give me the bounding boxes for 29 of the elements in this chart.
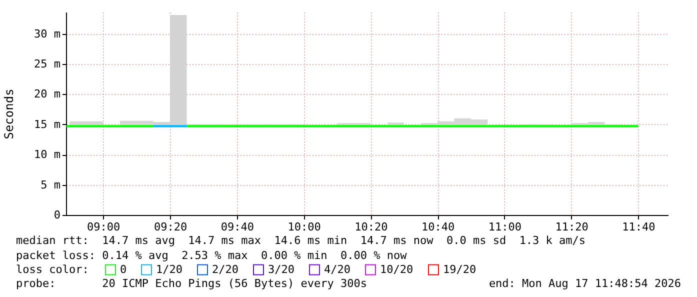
legend-label: 2/20 <box>212 262 238 276</box>
legend-label: 0 <box>120 262 127 276</box>
y-tick-label: 20 m <box>34 88 61 101</box>
legend-label: 19/20 <box>443 262 476 276</box>
x-tick-label: 09:20 <box>154 220 188 234</box>
x-tick-label: 11:40 <box>622 220 656 234</box>
legend-label: 10/20 <box>380 262 414 276</box>
y-axis-title: Seconds <box>2 88 16 140</box>
y-tick-label: 0 <box>54 208 60 222</box>
text: packet loss: 0.14 % avg 2.53 % max 0.00 % min 0.00 % now <box>16 249 408 262</box>
legend-title: loss color: <box>16 263 89 276</box>
legend-label: 4/20 <box>324 262 350 276</box>
y-tick-label: 5 m <box>40 178 61 192</box>
text: median rtt: 14.7 ms avg 14.7 ms max 14.6 ms min 14.7 ms now 0.0 ms sd 1.3 k am/s <box>16 234 586 247</box>
legend-label: 3/20 <box>268 262 294 276</box>
x-tick-label: 09:00 <box>87 220 120 234</box>
legend-label: 1/20 <box>156 262 182 276</box>
x-tick-label: 10:40 <box>422 220 455 234</box>
text: probe: 20 ICMP Echo Pings (56 Bytes) every 300s <box>16 277 367 290</box>
x-tick-label: 09:40 <box>220 220 254 234</box>
x-tick-label: 10:00 <box>288 220 321 234</box>
x-tick-label: 10:20 <box>354 220 388 234</box>
y-tick-label: 15 m <box>34 118 61 131</box>
x-tick-label: 11:20 <box>555 220 588 234</box>
y-tick-label: 25 m <box>34 57 61 70</box>
x-tick-label: 11:00 <box>488 220 522 234</box>
text: end: Mon Aug 17 11:48:54 2026 <box>488 277 681 290</box>
y-tick-label: 30 m <box>34 27 61 40</box>
y-tick-label: 10 m <box>34 148 61 162</box>
